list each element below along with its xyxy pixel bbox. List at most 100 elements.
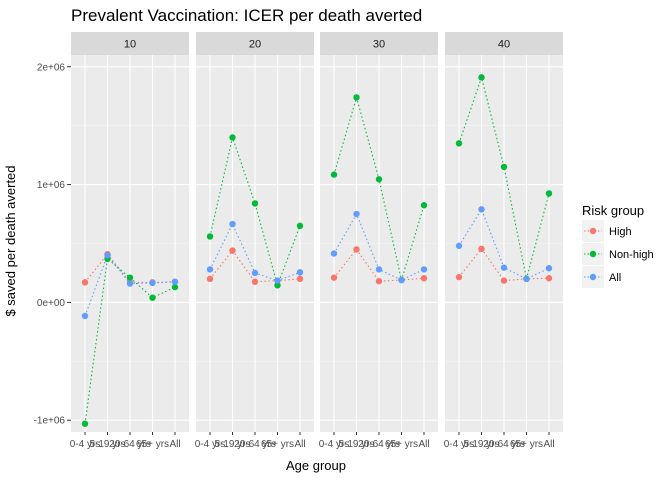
x-tick-label: 20-64 yrs [358, 439, 400, 450]
x-tick-label: 0-4 yrs [70, 439, 101, 450]
data-point-high [251, 278, 259, 285]
data-point-high [206, 275, 214, 283]
series-line-high [209, 249, 301, 283]
legend-item-high: High [582, 220, 632, 242]
data-point-all [455, 242, 463, 250]
legend-key-point [589, 273, 597, 281]
data-point-non-high [545, 190, 553, 197]
facet-strip-label: 30 [373, 39, 385, 51]
data-point-all [296, 269, 304, 276]
y-axis-title: $ saved per death averted [3, 165, 18, 316]
data-point-non-high [229, 134, 236, 141]
legend-title: Risk group [582, 203, 644, 218]
data-point-all [545, 265, 553, 272]
data-point-high [375, 278, 383, 285]
x-tick-label: 5-19 yrs [89, 439, 125, 450]
data-point-non-high [206, 233, 214, 240]
data-point-all [500, 264, 508, 271]
x-tick-label: 65+ yrs [261, 439, 294, 450]
data-point-high [420, 275, 428, 282]
x-tick-label: 5-19 yrs [463, 439, 499, 450]
facet-strip [71, 32, 189, 55]
data-point-all [478, 206, 485, 213]
data-point-all [251, 269, 259, 277]
data-point-non-high [81, 420, 89, 427]
data-point-high [81, 279, 89, 286]
data-point-non-high [171, 283, 179, 291]
data-point-all [398, 276, 405, 284]
data-point-non-high [500, 163, 508, 171]
series-line-high [333, 248, 425, 282]
data-point-high [455, 273, 463, 281]
data-point-all [523, 275, 530, 283]
facet-strip [196, 32, 314, 55]
facet-strip-label: 40 [498, 39, 510, 51]
data-point-high [229, 247, 236, 254]
data-point-high [500, 277, 508, 284]
data-point-non-high [126, 274, 134, 281]
data-point-high [296, 275, 304, 283]
legend-label: Non-high [609, 249, 654, 261]
data-point-non-high [149, 294, 156, 301]
legend-key-point [589, 227, 597, 235]
legend-key-point [589, 250, 597, 258]
y-tick-label: 1e+06 [37, 180, 66, 191]
x-tick-label: 0-4 yrs [319, 439, 350, 450]
x-tick-label: All [294, 439, 305, 450]
data-point-all [375, 266, 383, 273]
x-tick-label: 65+ yrs [385, 439, 418, 450]
data-point-all [420, 266, 428, 273]
y-tick-label: 0e+00 [37, 298, 66, 309]
data-point-all [171, 278, 179, 285]
x-tick-label: All [543, 439, 554, 450]
legend-item-non-high: Non-high [582, 243, 654, 265]
data-point-all [274, 277, 281, 284]
x-tick-label: 20-64 yrs [109, 439, 151, 450]
data-point-non-high [455, 140, 463, 147]
data-point-non-high [353, 94, 360, 101]
legend-item-all: All [582, 266, 621, 288]
x-tick-label: 5-19 yrs [214, 439, 250, 450]
facet-strip-label: 10 [124, 39, 136, 51]
legend-label: All [609, 272, 621, 284]
series-line-non-high [209, 135, 301, 288]
data-point-non-high [330, 171, 338, 178]
x-tick-label: 65+ yrs [510, 439, 543, 450]
data-point-all [126, 280, 134, 287]
legend-label: High [609, 226, 632, 238]
legend: Risk group High Non-high All [582, 203, 654, 288]
data-point-all [330, 250, 338, 257]
data-point-all [353, 210, 360, 218]
data-point-all [149, 279, 156, 287]
data-point-high [353, 246, 360, 253]
data-point-high [330, 274, 338, 281]
x-tick-label: All [169, 439, 180, 450]
data-point-non-high [251, 200, 259, 207]
x-tick-label: All [418, 439, 429, 450]
x-tick-label: 20-64 yrs [483, 439, 525, 450]
data-point-all [229, 220, 236, 228]
data-point-high [545, 275, 553, 282]
facet-strip [445, 32, 563, 55]
x-tick-label: 65+ yrs [136, 439, 169, 450]
facet-strip [320, 32, 438, 55]
data-point-high [478, 245, 485, 253]
data-point-non-high [274, 282, 281, 289]
x-axis-title: Age group [286, 458, 346, 473]
data-point-non-high [296, 222, 304, 230]
data-point-non-high [420, 202, 428, 209]
data-point-all [206, 266, 214, 273]
facet-strip-label: 20 [249, 39, 261, 51]
series-line-high [458, 247, 550, 282]
y-axis: -1e+06 0e+00 1e+06 2e+06 [34, 62, 71, 427]
data-point-non-high [375, 176, 383, 183]
y-tick-label: -1e+06 [34, 416, 66, 427]
x-tick-label: 0-4 yrs [195, 439, 226, 450]
data-point-all [104, 252, 111, 259]
